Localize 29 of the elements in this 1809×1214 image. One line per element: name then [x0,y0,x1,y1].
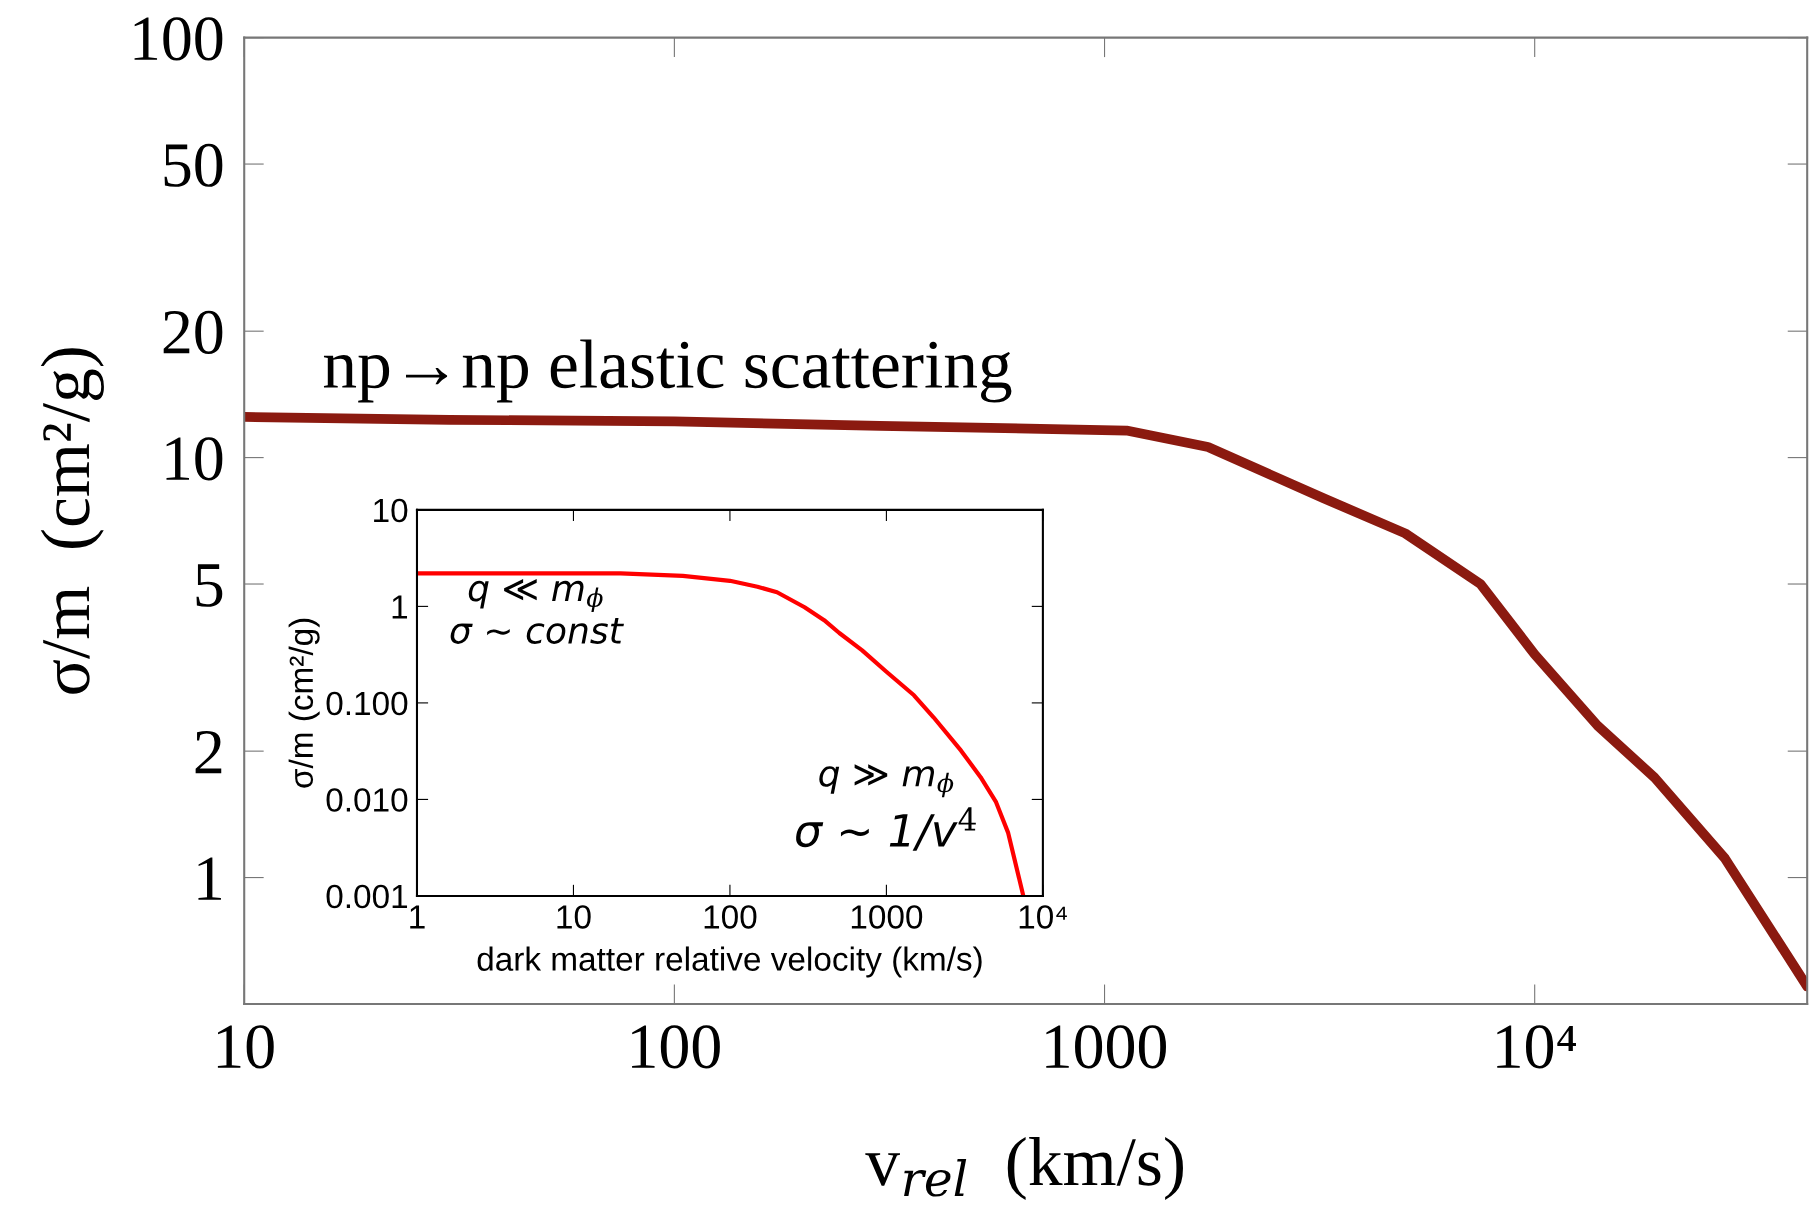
x-axis-title: dark matter relative velocity (km/s) [477,946,982,978]
x-tick-label: 1000 [851,905,923,929]
annotation: np→np elastic scattering [323,339,1012,403]
annotation: q ≪ m$_{ϕ}$ [468,579,603,612]
y-tick-label: 20 [163,310,223,354]
x-tick-label: 100 [704,905,757,929]
x-tick-label: 1000 [1046,1025,1166,1069]
y-tick-label: 5 [196,564,223,607]
y-tick-label: 1 [392,595,408,619]
annotation: σ ∼ 1/v$^{4}$ [796,807,976,851]
x-tick-label: 10 [557,905,591,929]
y-tick-label: 100 [134,17,223,61]
y-tick-label: 0.001 [326,884,408,909]
y-tick-label: 50 [164,143,223,187]
annotation: σ ∼ const [450,618,624,644]
y-tick-label: 2 [195,731,222,774]
y-tick-label: 0.100 [326,691,408,716]
x-tick-label: 100 [632,1025,720,1069]
y-axis-title: σ/m (cm²/g) [40,348,104,694]
annotation: q ≫ m$_{ϕ}$ [819,764,954,798]
x-tick-label: 10⁴ [1019,905,1067,929]
y-tick-label: 10 [166,437,223,481]
x-tick-label: 1 [410,905,425,929]
y-tick-label: 10 [374,498,408,523]
x-tick-label: 10⁴ [1497,1025,1576,1069]
y-axis-title: σ/m (cm²/g) [288,618,320,788]
x-axis-title: v$_{rel}$ (km/s) [865,1136,1183,1200]
y-tick-label: 0.010 [326,788,408,812]
y-tick-label: 1 [198,857,221,900]
